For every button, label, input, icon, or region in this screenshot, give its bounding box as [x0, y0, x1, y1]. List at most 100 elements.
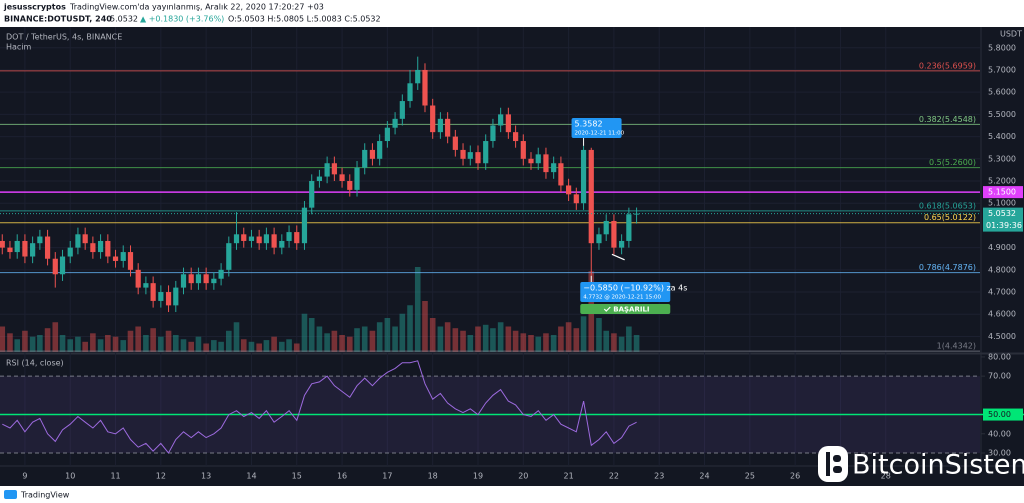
x-tick-label: 22	[609, 472, 619, 481]
volume-bar	[633, 335, 640, 352]
candle-body	[528, 158, 534, 164]
volume-bar	[97, 339, 104, 352]
candle-body	[30, 243, 36, 257]
volume-bar	[626, 326, 632, 352]
candle-body	[143, 283, 149, 288]
candle-body	[324, 163, 330, 177]
volume-bar	[67, 339, 74, 352]
volume-bar	[331, 330, 338, 352]
candle-body	[558, 163, 564, 186]
volume-bar	[293, 343, 300, 352]
candle-body	[580, 149, 587, 204]
y-tick-label: 5.4000	[988, 132, 1016, 141]
logo-stroke	[833, 455, 841, 462]
header-ohlc: O:5.0503 H:5.0805 L:5.0083 C:5.0532	[228, 15, 381, 24]
volume-bar	[611, 333, 617, 352]
annotation-change: −0.5850 (−10.92%) za 4s	[583, 284, 687, 293]
fib-label: 0.236(5.6959)	[919, 61, 976, 70]
x-tick-label: 16	[337, 472, 347, 481]
y-tick-label: 5.2000	[988, 177, 1016, 186]
x-tick-label: 24	[699, 472, 709, 481]
volume-bar	[520, 333, 527, 352]
candle-body	[150, 283, 156, 301]
x-tick-label: 18	[428, 472, 438, 481]
volume-bar	[596, 318, 602, 352]
candle-body	[520, 141, 526, 159]
candle-body	[543, 154, 549, 173]
volume-bar	[361, 326, 368, 352]
volume-bar	[392, 326, 398, 352]
hline-label-box	[983, 186, 1023, 199]
volume-bar	[143, 335, 149, 352]
volume-bar	[603, 330, 610, 352]
fib-label: 0.382(5.4548)	[919, 115, 976, 124]
candle-body	[165, 292, 172, 306]
volume-bar	[127, 330, 134, 352]
volume-bar	[150, 328, 156, 352]
watermark-logo	[818, 446, 848, 482]
volume-bar	[14, 339, 21, 352]
candle-body	[44, 236, 51, 259]
volume-bar	[135, 326, 141, 352]
candle-body	[619, 240, 625, 248]
volume-bar	[497, 322, 504, 352]
candle-body	[347, 181, 353, 190]
candle-body	[52, 258, 58, 275]
volume-bar	[467, 335, 474, 352]
volume-bar	[301, 313, 308, 352]
candle-body	[105, 240, 111, 257]
y-tick-label: 5.1000	[988, 199, 1016, 208]
volume-bar	[226, 330, 232, 352]
y-tick-label: 70.00	[988, 372, 1011, 381]
fib-label: 0.786(4.7876)	[919, 263, 976, 272]
x-tick-label: 25	[745, 472, 755, 481]
volume-bar	[256, 343, 262, 352]
candle-body	[384, 127, 390, 142]
candle-body	[195, 274, 202, 284]
y-tick-label: 4.8000	[988, 265, 1016, 274]
header-symbol: BINANCE:DOTUSDT, 240	[4, 15, 112, 24]
volume-bar	[407, 305, 413, 352]
volume-bar	[203, 343, 209, 352]
volume-bar	[286, 339, 292, 352]
candle-body	[173, 287, 179, 306]
candle-body	[263, 234, 270, 244]
volume-bar	[218, 341, 224, 352]
candle-body	[430, 105, 436, 133]
volume-bar	[339, 335, 345, 352]
volume-bar	[429, 318, 436, 352]
volume-bar	[384, 318, 391, 352]
candle-body	[75, 234, 81, 248]
volume-bar	[354, 328, 360, 352]
candle-body	[211, 278, 217, 284]
volume-bar	[543, 333, 549, 352]
candle-body	[369, 149, 376, 159]
volume-bar	[618, 336, 625, 352]
volume-bar	[528, 335, 534, 352]
header-published: TradingView.com'da yayınlanmış, Aralık 2…	[69, 3, 324, 12]
y-tick-label: 30.00	[988, 448, 1011, 457]
volume-bar	[437, 326, 444, 352]
candle-body	[626, 214, 632, 241]
candle-body	[407, 83, 413, 102]
volume-bar	[452, 328, 459, 352]
volume-bar	[0, 326, 6, 352]
volume-bar	[369, 330, 376, 352]
volume-bar	[195, 336, 202, 352]
candle-body	[22, 240, 28, 257]
x-tick-label: 12	[156, 472, 166, 481]
volume-bar	[59, 335, 66, 352]
volume-bar	[308, 318, 315, 352]
candle-body	[279, 240, 285, 248]
candle-body	[460, 149, 466, 159]
annotation-low: 4.7732 @ 2020-12-21 15:00	[583, 295, 661, 301]
rsi-mid-label-box	[983, 408, 1023, 421]
candle-body	[512, 132, 519, 142]
candle-body	[573, 194, 579, 204]
candle-body	[498, 114, 504, 126]
volume-bar	[82, 341, 88, 352]
candle-body	[392, 118, 398, 128]
annotation-high-price: 5.3582	[575, 120, 603, 129]
countdown: 01:39:36	[986, 221, 1022, 230]
